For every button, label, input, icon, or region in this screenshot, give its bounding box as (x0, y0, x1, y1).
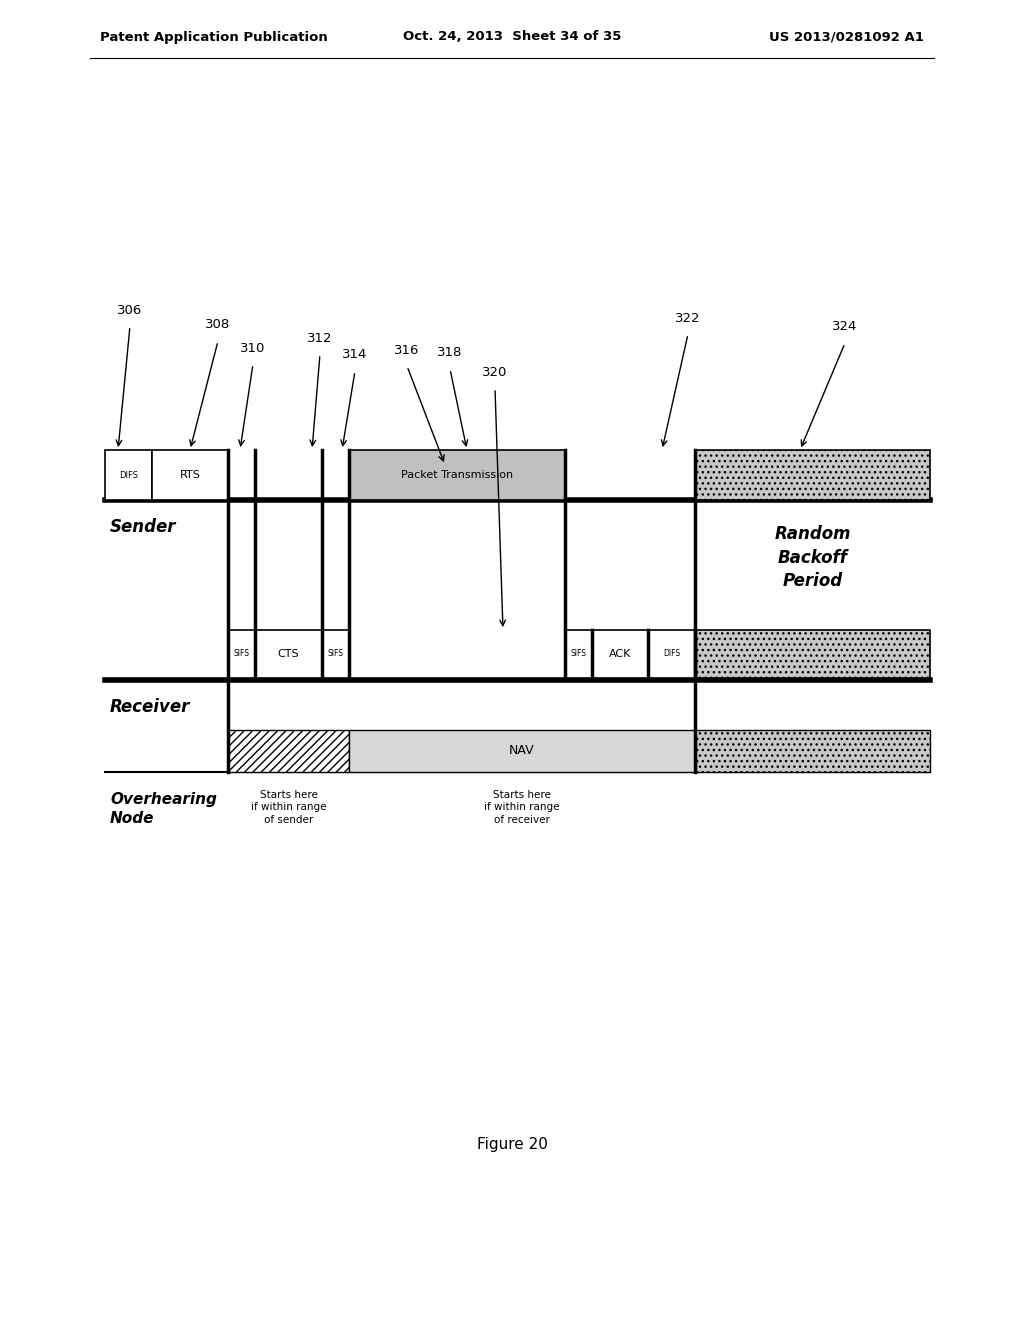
Text: Starts here
if within range
of sender: Starts here if within range of sender (251, 789, 327, 825)
Text: Packet Transmission: Packet Transmission (401, 470, 513, 480)
Bar (695, 730, 930, 772)
Text: DIFS: DIFS (663, 649, 680, 659)
Text: SIFS: SIFS (570, 649, 587, 659)
Bar (565, 630, 592, 678)
Bar (105, 450, 152, 500)
Text: US 2013/0281092 A1: US 2013/0281092 A1 (769, 30, 924, 44)
Bar (648, 630, 695, 678)
Text: CTS: CTS (278, 649, 299, 659)
Text: 322: 322 (675, 312, 700, 325)
Text: 306: 306 (118, 304, 142, 317)
Bar (255, 630, 322, 678)
Text: SIFS: SIFS (233, 649, 250, 659)
Text: Oct. 24, 2013  Sheet 34 of 35: Oct. 24, 2013 Sheet 34 of 35 (402, 30, 622, 44)
Bar (228, 630, 255, 678)
Bar (349, 730, 695, 772)
Text: 316: 316 (394, 343, 420, 356)
Text: NAV: NAV (509, 744, 535, 758)
Text: Patent Application Publication: Patent Application Publication (100, 30, 328, 44)
Text: 320: 320 (482, 366, 508, 379)
Bar (152, 450, 228, 500)
Text: Sender: Sender (110, 517, 176, 536)
Bar (322, 630, 349, 678)
Text: 308: 308 (206, 318, 230, 331)
Text: Overhearing
Node: Overhearing Node (110, 792, 217, 825)
Text: 310: 310 (241, 342, 265, 355)
Text: Starts here
if within range
of receiver: Starts here if within range of receiver (484, 789, 560, 825)
Text: RTS: RTS (179, 470, 201, 480)
Bar (695, 630, 930, 678)
Text: 312: 312 (307, 331, 333, 345)
Text: DIFS: DIFS (119, 470, 138, 479)
Text: 324: 324 (833, 321, 858, 334)
Text: SIFS: SIFS (328, 649, 343, 659)
Bar (349, 450, 565, 500)
Text: 318: 318 (437, 346, 463, 359)
Bar (592, 630, 648, 678)
Text: 314: 314 (342, 348, 368, 362)
Text: ACK: ACK (609, 649, 631, 659)
Bar (228, 730, 349, 772)
Text: Figure 20: Figure 20 (476, 1138, 548, 1152)
Bar (695, 450, 930, 500)
Text: Receiver: Receiver (110, 698, 190, 715)
Text: Random
Backoff
Period: Random Backoff Period (774, 525, 851, 590)
